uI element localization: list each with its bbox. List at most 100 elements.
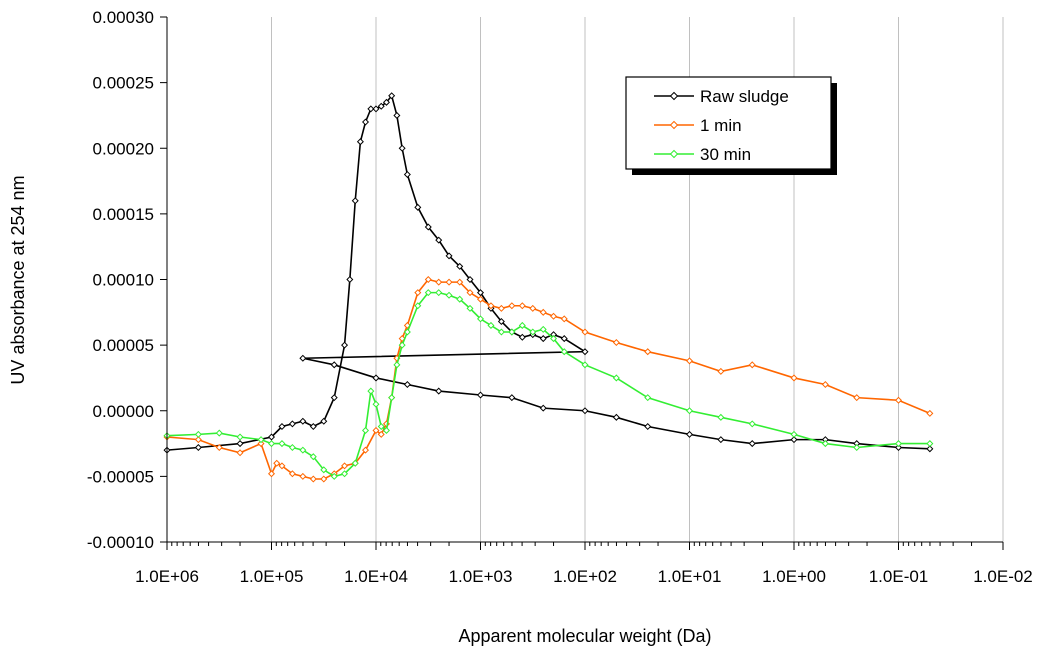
series-point — [435, 236, 443, 244]
y-tick-label: -0.00005 — [87, 467, 154, 486]
series-point — [894, 440, 903, 448]
series-point — [790, 436, 798, 444]
series-point — [288, 443, 296, 452]
series-point — [424, 289, 432, 297]
legend-marker — [669, 91, 679, 101]
series-layer — [163, 92, 934, 483]
series-point — [508, 328, 516, 336]
series-point — [403, 328, 411, 336]
y-tick-label: 0.00020 — [93, 139, 154, 158]
x-ticks: 1.0E+06 1.0E+05 1.0E+04 1.0E+03 1.0E+02 1.0E+… — [135, 542, 1033, 586]
series-point — [581, 348, 589, 356]
x-tick-label: 1.0E+04 — [344, 567, 408, 586]
series-point — [560, 348, 568, 356]
series-2 — [163, 289, 934, 480]
series-point — [278, 440, 286, 448]
legend-marker — [669, 149, 679, 159]
series-point — [560, 315, 568, 323]
series-point — [367, 387, 375, 395]
series-point — [377, 430, 385, 438]
legend-marker — [669, 120, 679, 130]
y-tick-label: 0.00025 — [93, 74, 154, 93]
series-point — [644, 394, 652, 402]
legend-label: Raw sludge — [700, 87, 789, 106]
y-tick-label: -0.00010 — [87, 533, 154, 552]
series-point — [257, 436, 265, 444]
series-point — [466, 304, 474, 312]
series-point — [487, 321, 495, 329]
series-point — [388, 394, 396, 402]
series-point — [288, 420, 296, 428]
series-point — [398, 341, 406, 349]
series-point — [926, 445, 934, 453]
series-point — [487, 302, 495, 310]
series-point — [529, 328, 537, 336]
series-point — [644, 422, 652, 431]
series-point — [267, 440, 276, 448]
legend-label: 30 min — [700, 145, 751, 164]
y-tick-label: 0.00015 — [93, 205, 154, 224]
grid — [271, 17, 1004, 542]
series-point — [539, 404, 547, 412]
series-point — [403, 170, 411, 179]
x-tick-label: 1.0E+02 — [553, 567, 617, 586]
x-tick-label: 1.0E-01 — [869, 567, 929, 586]
x-tick-label: 1.0E-02 — [973, 567, 1033, 586]
series-point — [267, 433, 276, 441]
series-point — [236, 440, 244, 448]
series-point — [518, 333, 526, 341]
series-point — [821, 380, 829, 389]
series-point — [456, 278, 464, 286]
series-point — [445, 278, 453, 286]
series-point — [362, 426, 370, 434]
y-tick-label: 0.00005 — [93, 336, 154, 355]
series-point — [194, 436, 202, 444]
series-point — [309, 453, 317, 461]
series-point — [518, 302, 526, 310]
series-point — [894, 396, 903, 404]
series-point — [685, 407, 694, 415]
series-point — [644, 348, 652, 356]
series-point — [215, 429, 223, 437]
series-point — [236, 449, 244, 457]
series-point — [320, 417, 328, 425]
series-point — [518, 321, 526, 329]
series-point — [309, 422, 317, 431]
series-point — [341, 470, 349, 478]
series-point — [367, 105, 375, 113]
series-point — [497, 304, 505, 312]
series-point — [466, 289, 474, 297]
legend: Raw sludge 1 min 30 min — [625, 76, 837, 175]
series-point — [372, 426, 380, 434]
series-point — [377, 102, 385, 110]
series-point — [372, 105, 380, 113]
series-point — [748, 361, 756, 369]
series-point — [748, 440, 756, 448]
series-point — [362, 446, 370, 454]
x-tick-label: 1.0E+01 — [658, 567, 722, 586]
series-point — [612, 413, 620, 421]
series-point — [414, 289, 422, 297]
series-point — [790, 374, 798, 382]
series-point — [853, 443, 861, 452]
series-point — [424, 275, 432, 284]
series-point — [309, 475, 317, 483]
series-point — [414, 302, 422, 310]
series-0 — [163, 92, 934, 454]
series-point — [821, 440, 829, 448]
series-point — [288, 470, 296, 478]
x-tick-label: 1.0E+00 — [762, 567, 826, 586]
series-point — [926, 440, 934, 448]
legend-label: 1 min — [700, 116, 742, 135]
series-point — [267, 470, 276, 478]
series-point — [372, 374, 380, 382]
series-1 — [163, 275, 934, 483]
series-point — [377, 422, 385, 431]
series-point — [330, 472, 338, 480]
x-tick-label: 1.0E+05 — [240, 567, 304, 586]
series-point — [717, 367, 725, 375]
series-point — [926, 409, 934, 417]
series-point — [539, 335, 547, 343]
series-point — [320, 475, 328, 483]
